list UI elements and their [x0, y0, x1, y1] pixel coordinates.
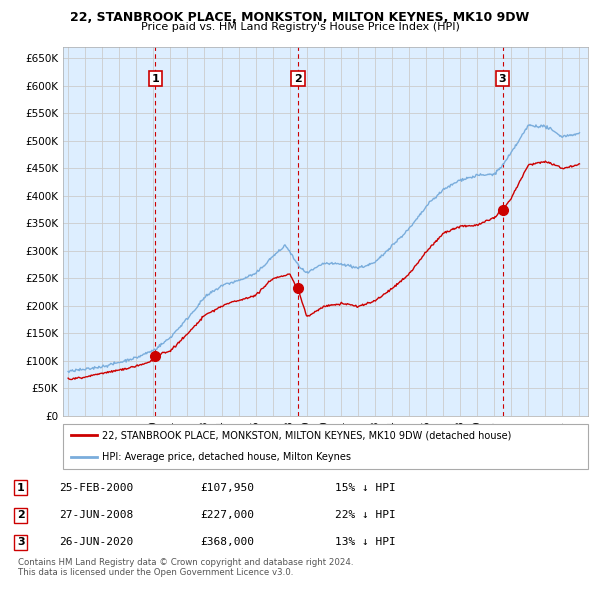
- Text: Price paid vs. HM Land Registry's House Price Index (HPI): Price paid vs. HM Land Registry's House …: [140, 22, 460, 32]
- Text: 27-JUN-2008: 27-JUN-2008: [59, 510, 133, 520]
- Text: 22, STANBROOK PLACE, MONKSTON, MILTON KEYNES, MK10 9DW: 22, STANBROOK PLACE, MONKSTON, MILTON KE…: [70, 11, 530, 24]
- Text: 3: 3: [499, 74, 506, 84]
- Text: £368,000: £368,000: [200, 537, 254, 547]
- Text: 22, STANBROOK PLACE, MONKSTON, MILTON KEYNES, MK10 9DW (detached house): 22, STANBROOK PLACE, MONKSTON, MILTON KE…: [103, 431, 512, 440]
- FancyBboxPatch shape: [63, 424, 588, 469]
- Text: 13% ↓ HPI: 13% ↓ HPI: [335, 537, 396, 547]
- Text: 15% ↓ HPI: 15% ↓ HPI: [335, 483, 396, 493]
- Text: 22% ↓ HPI: 22% ↓ HPI: [335, 510, 396, 520]
- Text: 3: 3: [17, 537, 25, 547]
- Text: 2: 2: [17, 510, 25, 520]
- Text: 2: 2: [294, 74, 302, 84]
- Text: 1: 1: [17, 483, 25, 493]
- Text: £227,000: £227,000: [200, 510, 254, 520]
- Text: HPI: Average price, detached house, Milton Keynes: HPI: Average price, detached house, Milt…: [103, 453, 352, 462]
- Text: £107,950: £107,950: [200, 483, 254, 493]
- Text: Contains HM Land Registry data © Crown copyright and database right 2024.
This d: Contains HM Land Registry data © Crown c…: [18, 558, 353, 577]
- Text: 1: 1: [152, 74, 159, 84]
- Text: 26-JUN-2020: 26-JUN-2020: [59, 537, 133, 547]
- Text: 25-FEB-2000: 25-FEB-2000: [59, 483, 133, 493]
